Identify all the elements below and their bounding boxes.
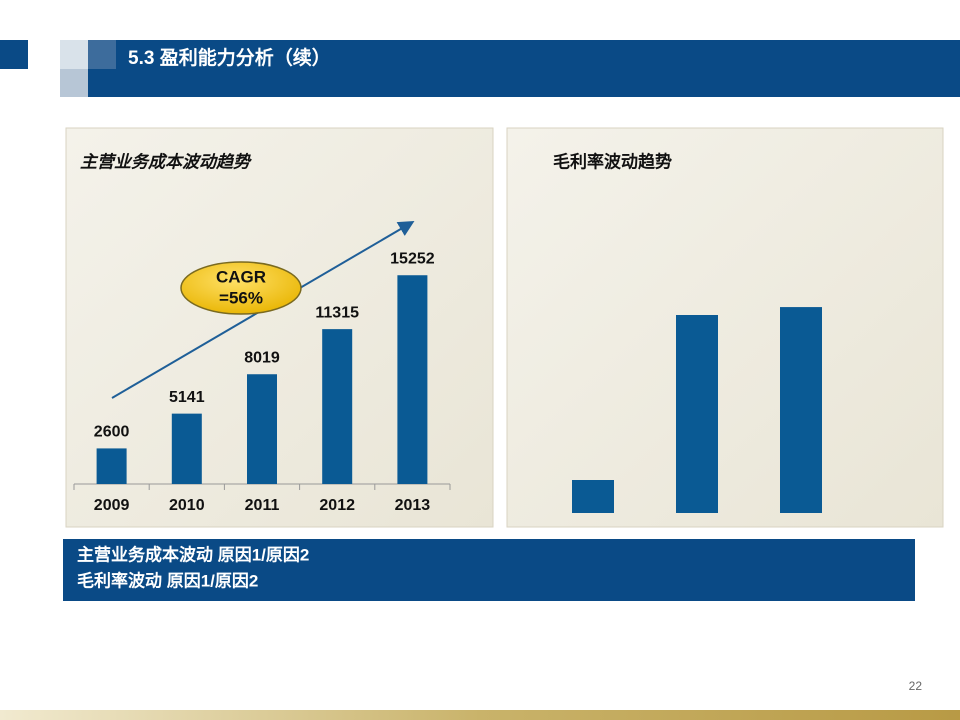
cagr-oval xyxy=(180,261,302,315)
bar xyxy=(780,307,822,513)
bar xyxy=(572,480,614,513)
chart-title: 主营业务成本波动趋势 xyxy=(80,152,252,171)
page-number: 22 xyxy=(909,679,923,693)
chart-panel xyxy=(65,127,494,528)
cagr-label: CAGR xyxy=(216,267,266,286)
bar xyxy=(322,329,353,484)
note-line: 毛利率波动 原因1/原因2 xyxy=(77,570,258,590)
notes-box xyxy=(63,539,915,601)
x-tick-label: 2010 xyxy=(169,497,205,514)
bar xyxy=(247,374,277,484)
x-tick-label: 2011 xyxy=(245,497,280,514)
bar xyxy=(96,448,127,484)
data-label: 15252 xyxy=(390,250,435,267)
x-tick-label: 2009 xyxy=(94,497,130,514)
data-label: 11315 xyxy=(315,304,359,321)
deco-square xyxy=(60,69,88,97)
chart-panel xyxy=(506,127,944,528)
x-tick-label: 2012 xyxy=(319,497,355,514)
data-label: 8019 xyxy=(244,349,280,366)
footer-stripe xyxy=(0,710,960,720)
deco-square xyxy=(0,40,28,69)
x-tick-label: 2013 xyxy=(395,497,431,514)
header-title: 5.3 盈利能力分析（续） xyxy=(128,46,331,69)
note-line: 主营业务成本波动 原因1/原因2 xyxy=(77,544,309,564)
header-bar xyxy=(88,40,960,97)
deco-square xyxy=(60,40,88,69)
data-label: 5141 xyxy=(169,389,205,406)
deco-square xyxy=(88,40,116,69)
chart-title: 毛利率波动趋势 xyxy=(553,151,672,171)
bar xyxy=(676,315,718,513)
bar xyxy=(397,275,428,484)
cagr-label: =56% xyxy=(219,288,263,307)
data-label: 2600 xyxy=(94,424,130,441)
bar xyxy=(171,413,202,484)
